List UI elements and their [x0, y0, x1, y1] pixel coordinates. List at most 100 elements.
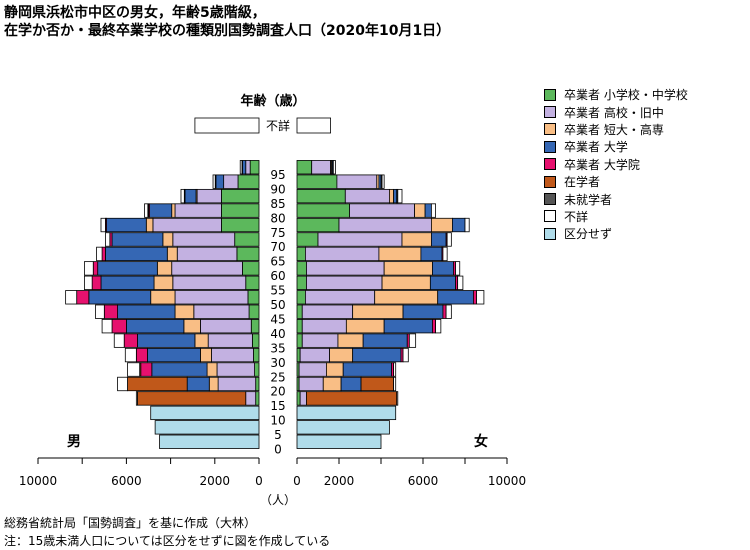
male-bar-30-34-大学院	[135, 347, 148, 363]
age-axis-label: 年齢（歳）	[240, 93, 305, 109]
male-bar-50-54-小学校・中学校	[247, 290, 260, 305]
male-bar-45-49-大学	[117, 304, 176, 319]
female-bar-60-64-短大・高専	[383, 261, 433, 276]
female-bar-90-94-不詳	[381, 174, 385, 189]
age-tick-label: 45	[270, 312, 285, 326]
male-bar-70-74-不詳	[105, 232, 111, 247]
female-bar-20-24-高校・旧中	[298, 376, 324, 392]
male-bar-35-39-短大・高専	[194, 333, 209, 348]
male-bar-65-69-小学校・中学校	[236, 246, 260, 262]
male-bar-55-59-小学校・中学校	[245, 275, 260, 290]
female-bar-60-64-不詳	[455, 261, 461, 276]
female-bar-70-74-小学校・中学校	[296, 232, 319, 247]
male-bar-45-49-不詳	[95, 304, 105, 319]
female-bar-30-34-高校・旧中	[299, 347, 330, 363]
male-bar-40-44-小学校・中学校	[250, 319, 260, 334]
female-bar-25-29-短大・高専	[325, 362, 344, 377]
male-bar-95--小学校・中学校	[249, 160, 260, 175]
male-bar-40-44-不詳	[101, 319, 113, 334]
male-bar-85-89-大学	[184, 188, 197, 204]
male-bar-95--高校・旧中	[245, 160, 251, 175]
age-tick-label: 60	[270, 269, 285, 283]
male-bar-70-74-高校・旧中	[172, 232, 236, 247]
male-bar-55-59-高校・旧中	[172, 275, 247, 290]
female-bar-65-69-小学校・中学校	[296, 246, 306, 262]
female-group-label: 女	[474, 433, 488, 450]
legend-swatch	[544, 123, 556, 136]
female-bar-55-59-大学	[429, 275, 456, 290]
female-bar-50-54-高校・旧中	[304, 290, 376, 305]
female-bar-55-59-短大・高専	[381, 275, 431, 290]
male-bar-25-29-小学校・中学校	[254, 362, 260, 377]
male-bar-20-24-不詳	[117, 376, 128, 392]
female-bar-10-14-区分せず	[296, 405, 397, 421]
female-bar-30-34-小学校・中学校	[296, 347, 301, 363]
age-tick-label: 70	[270, 240, 285, 254]
chart-legend: 卒業者 小学校・中学校 卒業者 高校・旧中 卒業者 短大・高専 卒業者 大学 卒業者 大…	[544, 86, 688, 243]
male-bar-75-79-大学	[106, 217, 147, 233]
age-tick-label: 25	[270, 370, 285, 384]
male-bar-90-94-高校・旧中	[223, 174, 239, 189]
female-bar-75-79-小学校・中学校	[296, 217, 340, 233]
female-x-tick-label: 6000	[408, 474, 439, 488]
female-bar-60-64-小学校・中学校	[296, 261, 307, 276]
female-bar-40-44-不詳	[435, 319, 442, 334]
legend-item: 卒業者 大学	[544, 138, 688, 155]
male-bar-35-39-小学校・中学校	[251, 333, 260, 348]
female-bar-0-4-区分せず	[296, 434, 382, 449]
female-bar-unknown-age	[296, 117, 331, 134]
female-bar-85-89-大学	[393, 188, 398, 204]
male-bar-80-84-大学	[149, 203, 173, 218]
male-bar-35-39-大学	[137, 333, 196, 348]
age-tick-label: 35	[270, 341, 285, 355]
legend-swatch	[544, 193, 556, 206]
female-bar-35-39-大学	[362, 333, 408, 348]
female-bar-80-84-高校・旧中	[349, 203, 415, 218]
male-bar-25-29-大学院	[140, 362, 153, 377]
female-bar-40-44-大学	[383, 319, 433, 334]
legend-item: 区分せず	[544, 225, 688, 242]
male-bar-60-64-不詳	[84, 261, 94, 276]
male-bar-unknown-age	[194, 117, 260, 134]
legend-label: 未就学者	[564, 192, 613, 207]
female-bar-15-19-不詳	[396, 391, 399, 406]
male-bar-35-39-不詳	[113, 333, 125, 348]
legend-label: 区分せず	[564, 227, 613, 242]
male-bar-80-84-不詳	[144, 203, 149, 218]
age-tick-label: 15	[270, 399, 285, 413]
age-tick-label: 5	[274, 428, 282, 442]
male-bar-60-64-大学	[97, 261, 158, 276]
male-bar-75-79-不詳	[100, 217, 106, 233]
female-bar-25-29-高校・旧中	[298, 362, 327, 377]
x-unit-label: （人）	[260, 493, 296, 507]
legend-item: 卒業者 短大・高専	[544, 121, 688, 138]
female-bar-25-29-不詳	[393, 362, 397, 377]
legend-label: 卒業者 短大・高専	[564, 122, 664, 137]
female-bar-85-89-不詳	[397, 188, 403, 204]
female-bar-20-24-大学	[340, 376, 362, 392]
age-tick-label: 55	[270, 284, 285, 298]
male-bar-70-74-短大・高専	[162, 232, 174, 247]
female-bar-65-69-大学	[420, 246, 443, 262]
female-bar-95--小学校・中学校	[296, 160, 313, 175]
female-bar-30-34-不詳	[402, 347, 409, 363]
female-bar-50-54-不詳	[476, 290, 485, 305]
male-bar-25-29-大学	[151, 362, 208, 377]
female-bar-85-89-高校・旧中	[344, 188, 390, 204]
female-bar-20-24-短大・高専	[322, 376, 342, 392]
male-bar-80-84-短大・高専	[171, 203, 176, 218]
female-bar-55-59-高校・旧中	[306, 275, 383, 290]
male-bar-25-29-高校・旧中	[216, 362, 255, 377]
male-bar-20-24-在学者	[127, 376, 188, 392]
female-bar-15-19-高校・旧中	[299, 391, 307, 406]
legend-item: 卒業者 小学校・中学校	[544, 86, 688, 103]
male-bar-55-59-不詳	[84, 275, 93, 290]
male-bar-55-59-大学院	[91, 275, 102, 290]
legend-swatch	[544, 227, 556, 240]
male-bar-45-49-短大・高専	[174, 304, 195, 319]
male-bar-60-64-高校・旧中	[171, 261, 243, 276]
male-bar-65-69-大学院	[101, 246, 106, 262]
male-bar-55-59-短大・高専	[153, 275, 174, 290]
female-bar-95--不詳	[332, 160, 336, 175]
female-bar-5-9-区分せず	[296, 420, 390, 435]
